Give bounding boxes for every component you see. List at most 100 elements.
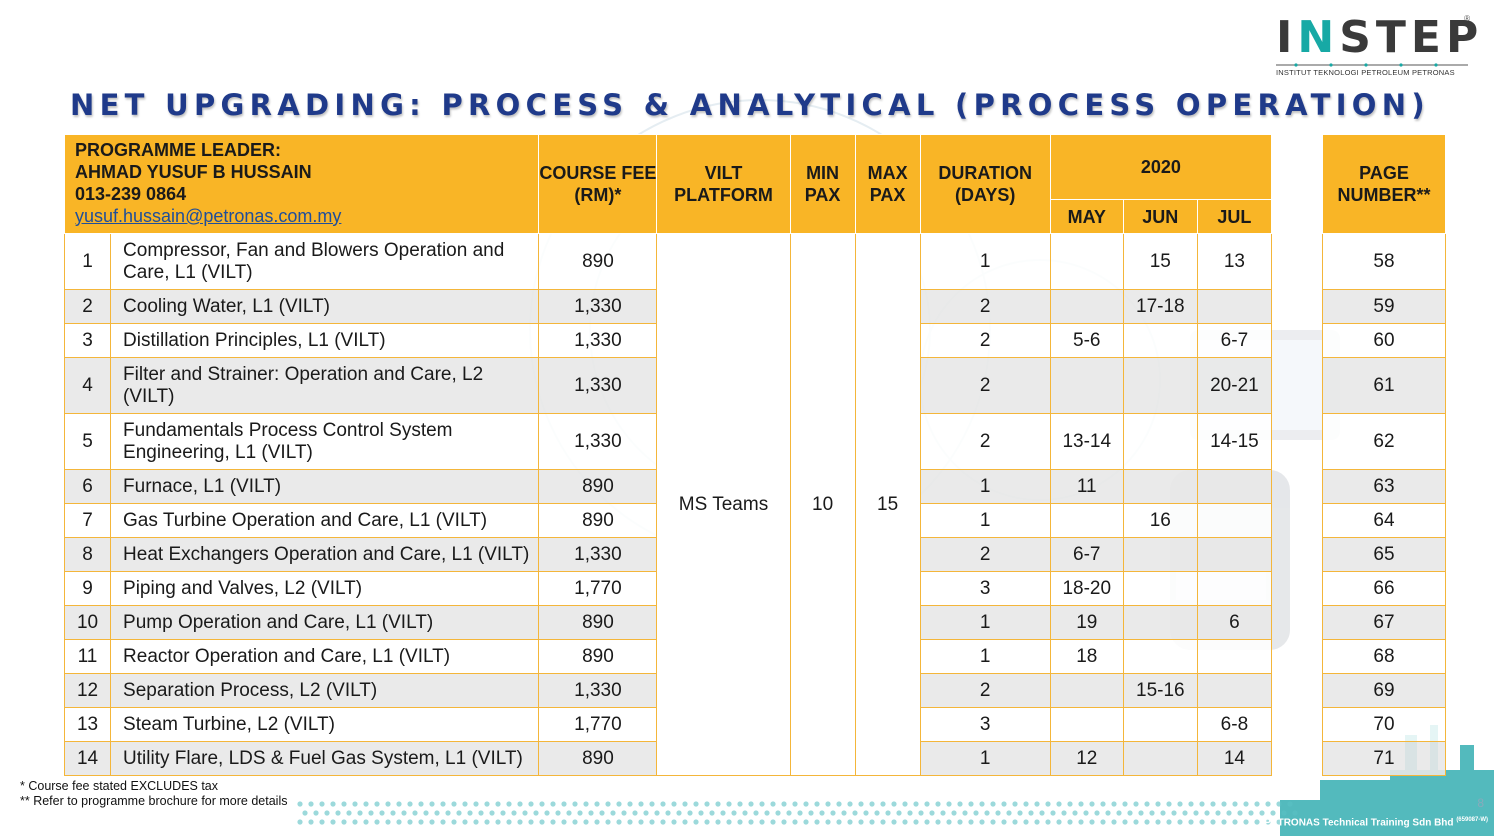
decor-dot bbox=[506, 819, 512, 825]
footer-reg-no: (659087-W) bbox=[1456, 816, 1488, 823]
decor-dot bbox=[792, 801, 798, 807]
decor-dot bbox=[946, 819, 952, 825]
month-may-header: MAY bbox=[1049, 199, 1124, 234]
decor-dot bbox=[1226, 810, 1232, 816]
decor-dot bbox=[1006, 810, 1012, 816]
leader-email-link[interactable]: yusuf.hussain@petronas.com.my bbox=[75, 206, 342, 226]
may-date bbox=[1049, 357, 1124, 414]
decor-dot bbox=[1116, 810, 1122, 816]
duration-days: 1 bbox=[919, 233, 1051, 290]
decor-dot bbox=[616, 801, 622, 807]
jul-date bbox=[1196, 639, 1273, 674]
decor-dot bbox=[533, 810, 539, 816]
table-row: 65 bbox=[1322, 537, 1446, 572]
decor-dot bbox=[891, 801, 897, 807]
decor-dot bbox=[341, 801, 347, 807]
decor-dot bbox=[1292, 810, 1298, 816]
decor-dot bbox=[330, 801, 336, 807]
decor-dot bbox=[583, 819, 589, 825]
decor-dot bbox=[841, 810, 847, 816]
decor-dot bbox=[880, 801, 886, 807]
table-row: 67 bbox=[1322, 605, 1446, 640]
decor-dot bbox=[803, 801, 809, 807]
decor-dot bbox=[671, 819, 677, 825]
leader-phone: 013-239 0864 bbox=[75, 184, 187, 204]
decor-dot bbox=[401, 810, 407, 816]
decor-dot bbox=[1193, 810, 1199, 816]
decor-dot bbox=[1177, 801, 1183, 807]
decor-dot bbox=[539, 819, 545, 825]
decor-dot bbox=[429, 801, 435, 807]
page-number: 66 bbox=[1322, 571, 1446, 606]
course-fee: 1,770 bbox=[538, 571, 658, 606]
decor-dot bbox=[434, 810, 440, 816]
row-number: 5 bbox=[63, 413, 112, 470]
decor-dot bbox=[506, 801, 512, 807]
decor-dot bbox=[495, 819, 501, 825]
decor-dot bbox=[522, 810, 528, 816]
decor-dot bbox=[1276, 801, 1282, 807]
decor-dot bbox=[555, 810, 561, 816]
page-number: 68 bbox=[1322, 639, 1446, 674]
decor-dot bbox=[297, 801, 303, 807]
decor-dot bbox=[682, 819, 688, 825]
decor-dot bbox=[1232, 819, 1238, 825]
page-number-table: PAGE NUMBER** 58 59 60 61 62 63 64 65 66 67 68 69 70… bbox=[1322, 134, 1446, 776]
duration-days: 2 bbox=[919, 413, 1051, 470]
decor-dot bbox=[638, 801, 644, 807]
table-row: 14 Utility Flare, LDS & Fuel Gas System, … bbox=[63, 741, 1273, 776]
table-row: 9 Piping and Valves, L2 (VILT) 1,770 3 18-20 bbox=[63, 571, 1273, 606]
decor-dot bbox=[737, 819, 743, 825]
decor-dot bbox=[544, 810, 550, 816]
decor-dot bbox=[968, 801, 974, 807]
decor-dot bbox=[748, 801, 754, 807]
decor-dot bbox=[638, 819, 644, 825]
decor-dot bbox=[572, 819, 578, 825]
leader-label: PROGRAMME LEADER: bbox=[75, 140, 281, 160]
duration-days: 1 bbox=[919, 741, 1051, 776]
decor-dot bbox=[671, 801, 677, 807]
decor-dot bbox=[1023, 801, 1029, 807]
decor-dot bbox=[1237, 810, 1243, 816]
decor-dot bbox=[1160, 810, 1166, 816]
decor-dot bbox=[1166, 801, 1172, 807]
decor-dot bbox=[968, 819, 974, 825]
decor-dot bbox=[880, 819, 886, 825]
table-row: 5 Fundamentals Process Control System Eng… bbox=[63, 413, 1273, 470]
table-row: 4 Filter and Strainer: Operation and Care… bbox=[63, 357, 1273, 414]
jun-date: 15-16 bbox=[1122, 673, 1198, 708]
duration-days: 2 bbox=[919, 289, 1051, 324]
page-number: 63 bbox=[1322, 469, 1446, 504]
table-row: 64 bbox=[1322, 503, 1446, 538]
month-jul-header: JUL bbox=[1196, 199, 1273, 234]
decor-dot bbox=[357, 810, 363, 816]
page-number: 64 bbox=[1322, 503, 1446, 538]
decor-dot bbox=[726, 819, 732, 825]
decor-dot bbox=[363, 801, 369, 807]
page-number: 70 bbox=[1322, 707, 1446, 742]
jul-date bbox=[1196, 673, 1273, 708]
programme-leader-header: PROGRAMME LEADER: AHMAD YUSUF B HUSSAIN … bbox=[63, 134, 540, 234]
decor-dot bbox=[1067, 801, 1073, 807]
decor-dot bbox=[352, 819, 358, 825]
decor-dot bbox=[572, 801, 578, 807]
decor-dot bbox=[1023, 819, 1029, 825]
decor-dot bbox=[1100, 801, 1106, 807]
decor-dot bbox=[484, 801, 490, 807]
decor-dot bbox=[1133, 819, 1139, 825]
may-date bbox=[1049, 233, 1124, 290]
row-number: 11 bbox=[63, 639, 112, 674]
footnotes: * Course fee stated EXCLUDES tax ** Refe… bbox=[20, 779, 287, 809]
may-date: 18 bbox=[1049, 639, 1124, 674]
row-number: 6 bbox=[63, 469, 112, 504]
may-date bbox=[1049, 673, 1124, 708]
decor-dot bbox=[1061, 810, 1067, 816]
duration-days: 1 bbox=[919, 503, 1051, 538]
decor-dot bbox=[869, 819, 875, 825]
decor-dot bbox=[297, 819, 303, 825]
decor-dot bbox=[753, 810, 759, 816]
jun-date bbox=[1122, 413, 1198, 470]
may-date: 12 bbox=[1049, 741, 1124, 776]
decor-dot bbox=[440, 801, 446, 807]
duration-days: 1 bbox=[919, 469, 1051, 504]
